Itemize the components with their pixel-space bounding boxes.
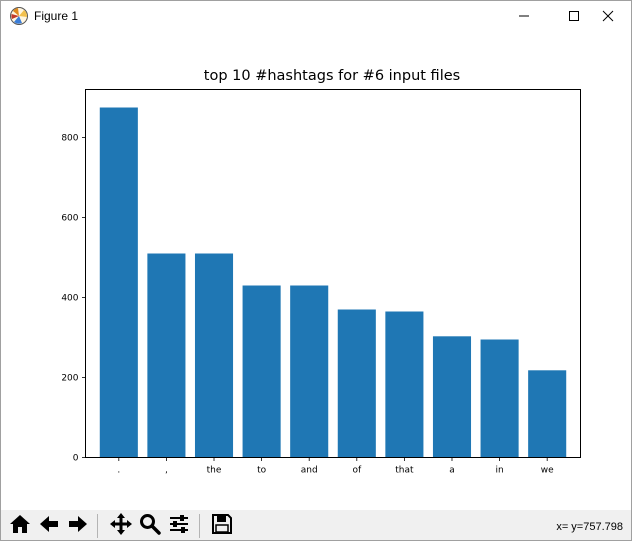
bar bbox=[147, 253, 186, 458]
minimize-button[interactable] bbox=[501, 1, 547, 31]
y-tick-label: 600 bbox=[61, 214, 78, 224]
x-tick-label: a bbox=[449, 466, 455, 476]
maximize-button[interactable] bbox=[551, 1, 597, 31]
maximize-icon bbox=[568, 7, 580, 26]
bars bbox=[99, 107, 567, 458]
home-icon bbox=[9, 513, 31, 539]
matplotlib-icon bbox=[9, 6, 29, 26]
y-tick-label: 800 bbox=[61, 134, 78, 144]
coordinate-readout: x= y=757.798 bbox=[556, 521, 623, 533]
title-bar[interactable]: Figure 1 bbox=[1, 1, 631, 31]
toolbar-separator bbox=[97, 514, 98, 538]
bar bbox=[242, 285, 281, 458]
pan-button[interactable] bbox=[108, 513, 134, 539]
configure-subplots-icon bbox=[168, 513, 190, 539]
x-tick-label: . bbox=[117, 466, 120, 476]
back-button[interactable] bbox=[36, 513, 62, 539]
x-tick-label: of bbox=[352, 466, 362, 476]
x-tick-label: that bbox=[395, 466, 414, 476]
x-tick-label: the bbox=[207, 466, 222, 476]
bar bbox=[194, 253, 234, 458]
x-tick-label: we bbox=[541, 466, 554, 476]
close-button[interactable] bbox=[585, 1, 631, 31]
bar-chart: top 10 #hashtags for #6 input files 0 200… bbox=[61, 68, 581, 476]
y-axis: 0 200 400 600 800 bbox=[61, 134, 86, 464]
x-tick-label: to bbox=[257, 466, 267, 476]
bar bbox=[337, 309, 376, 458]
bar bbox=[385, 311, 424, 458]
forward-button[interactable] bbox=[65, 513, 91, 539]
pan-icon bbox=[109, 512, 133, 540]
plot-area-frame bbox=[85, 89, 581, 458]
bar bbox=[528, 370, 567, 458]
window-title: Figure 1 bbox=[34, 9, 79, 23]
minimize-icon bbox=[518, 7, 530, 26]
zoom-icon bbox=[139, 513, 161, 539]
zoom-button[interactable] bbox=[137, 513, 163, 539]
bar bbox=[432, 336, 472, 458]
save-icon bbox=[211, 513, 233, 539]
configure-subplots-button[interactable] bbox=[166, 513, 192, 539]
save-button[interactable] bbox=[209, 513, 235, 539]
y-tick-label: 200 bbox=[61, 374, 78, 384]
x-tick-label: in bbox=[495, 466, 503, 476]
y-tick-label: 400 bbox=[61, 294, 78, 304]
x-tick-label: , bbox=[165, 466, 168, 476]
figure-canvas[interactable]: top 10 #hashtags for #6 input files 0 200… bbox=[1, 31, 631, 510]
x-tick-label: and bbox=[301, 466, 318, 476]
bar bbox=[480, 339, 519, 458]
back-icon bbox=[38, 513, 60, 539]
bar bbox=[290, 285, 329, 458]
x-axis: ., the to and of that a in we bbox=[117, 457, 554, 476]
navigation-toolbar: x= y=757.798 bbox=[1, 510, 631, 540]
close-icon bbox=[602, 7, 614, 26]
toolbar-separator bbox=[199, 514, 200, 538]
home-button[interactable] bbox=[7, 513, 33, 539]
y-tick-label: 0 bbox=[73, 454, 79, 464]
bar bbox=[99, 107, 138, 458]
forward-icon bbox=[67, 513, 89, 539]
chart-title: top 10 #hashtags for #6 input files bbox=[204, 68, 460, 84]
